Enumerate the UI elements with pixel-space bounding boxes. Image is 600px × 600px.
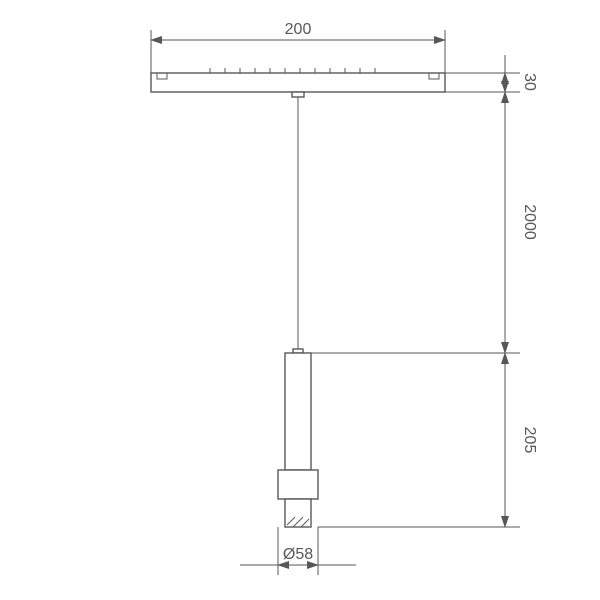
- dim-diameter-label: Ø58: [283, 546, 313, 563]
- dim-pendant-length-label: 205: [521, 427, 538, 454]
- pendant-body: [278, 349, 318, 527]
- dim-pendant-length: 205: [505, 353, 538, 527]
- dim-track-width: 200: [151, 21, 445, 73]
- pendant-light-dimension-drawing: 200: [0, 0, 600, 600]
- dim-track-height-label: 30: [521, 73, 538, 91]
- track-adapter: [151, 68, 445, 97]
- dim-track-width-label: 200: [285, 21, 312, 38]
- dim-cable-length-label: 2000: [521, 204, 538, 240]
- dim-diameter: Ø58: [240, 527, 356, 575]
- dim-track-height: 30: [505, 55, 538, 108]
- dim-cable-length: 2000: [505, 92, 538, 353]
